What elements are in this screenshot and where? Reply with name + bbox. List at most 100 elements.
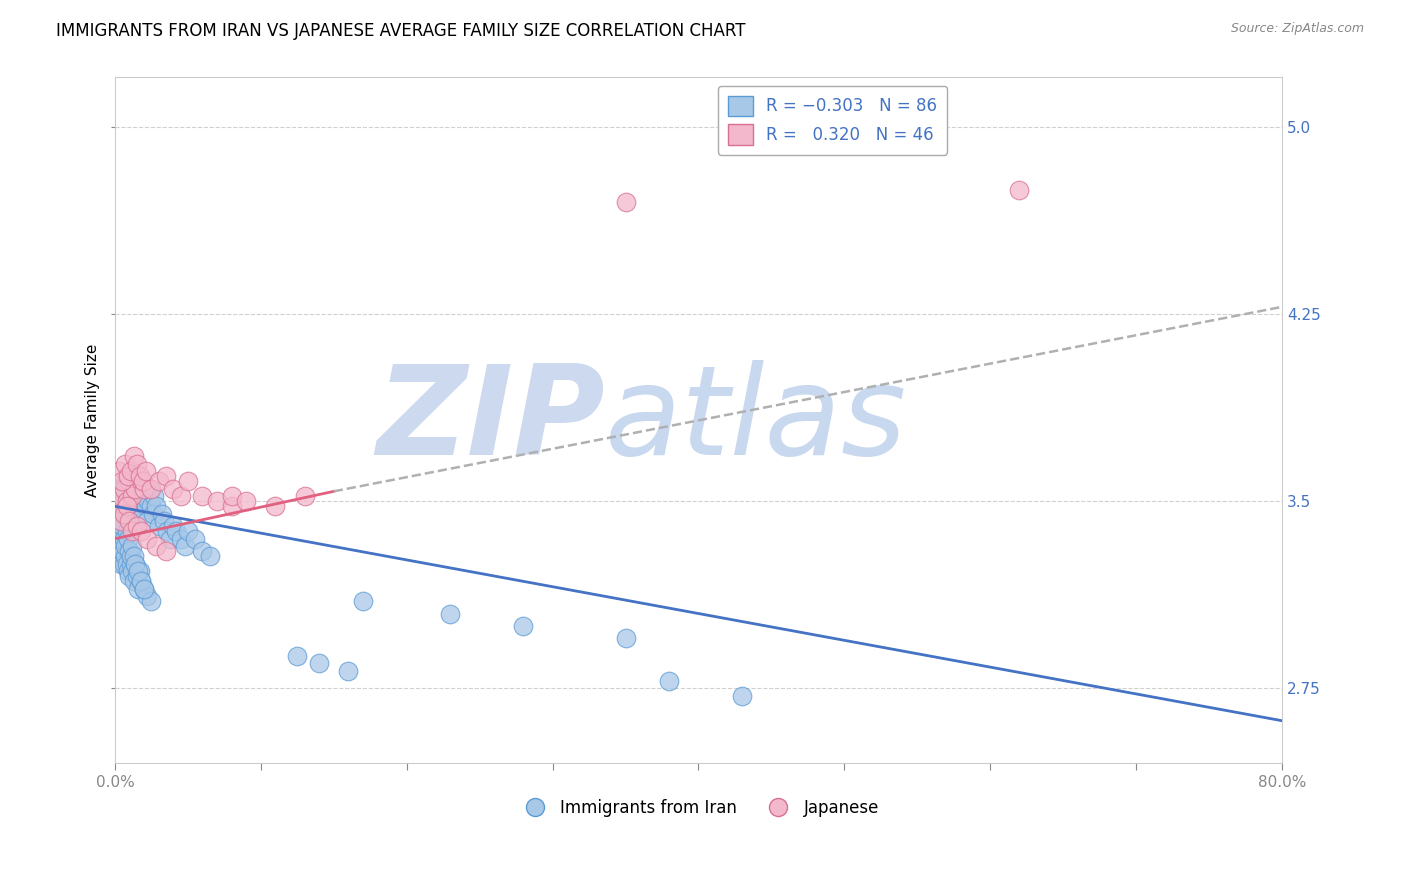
Point [107,500,129,514]
Point [658,673,681,688]
Point [121,539,143,553]
Point [110,489,132,503]
Point [136,514,159,528]
Point [136,589,159,603]
Point [120,557,142,571]
Point [111,544,134,558]
Point [174,539,197,553]
Point [117,507,139,521]
Point [127,500,149,514]
Point [264,500,287,514]
Point [169,489,191,503]
Point [121,482,143,496]
Point [121,489,143,503]
Point [111,475,134,489]
Point [117,532,139,546]
Point [128,469,150,483]
Point [285,648,308,663]
Point [142,507,165,521]
Point [118,514,141,528]
Point [153,514,176,528]
Point [150,507,173,521]
Point [108,532,131,546]
Point [118,514,141,528]
Point [128,564,150,578]
Point [127,564,149,578]
Point [105,519,128,533]
Point [108,549,131,564]
Point [107,507,129,521]
Point [141,482,163,496]
Point [115,494,138,508]
Point [308,657,330,671]
Point [124,557,146,571]
Point [143,489,166,503]
Point [125,519,148,533]
Point [131,507,153,521]
Point [135,464,157,478]
Point [112,557,135,571]
Point [205,494,228,508]
Point [129,524,152,539]
Point [131,475,153,489]
Point [138,494,160,508]
Point [159,532,181,546]
Point [112,532,135,546]
Point [112,489,135,503]
Point [129,494,152,508]
Point [145,539,167,553]
Point [162,519,184,533]
Point [136,532,159,546]
Point [115,557,138,571]
Point [235,494,257,508]
Point [110,514,132,528]
Point [122,549,145,564]
Point [118,569,141,583]
Point [121,524,143,539]
Point [135,500,157,514]
Point [121,564,143,578]
Point [337,664,360,678]
Point [120,500,142,514]
Point [117,469,139,483]
Point [132,582,155,596]
Text: ZIP: ZIP [377,359,605,481]
Point [111,519,134,533]
Point [110,482,132,496]
Point [112,482,135,496]
Point [112,507,135,521]
Point [125,475,148,489]
Point [107,524,129,539]
Point [1008,183,1031,197]
Point [122,450,145,464]
Point [132,582,155,596]
Point [124,557,146,571]
Point [191,544,214,558]
Point [114,549,136,564]
Point [141,594,163,608]
Point [177,524,200,539]
Point [127,469,149,483]
Point [128,482,150,496]
Point [155,469,177,483]
Point [129,475,152,489]
Point [221,489,243,503]
Point [169,532,191,546]
Point [191,489,214,503]
Point [108,494,131,508]
Point [118,544,141,558]
Point [129,574,152,588]
Point [110,524,132,539]
Text: IMMIGRANTS FROM IRAN VS JAPANESE AVERAGE FAMILY SIZE CORRELATION CHART: IMMIGRANTS FROM IRAN VS JAPANESE AVERAGE… [56,22,745,40]
Point [120,464,142,478]
Point [141,500,163,514]
Point [352,594,374,608]
Point [155,544,177,558]
Point [120,549,142,564]
Point [114,539,136,553]
Point [148,475,170,489]
Point [125,569,148,583]
Point [148,519,170,533]
Point [731,689,754,703]
Point [184,532,207,546]
